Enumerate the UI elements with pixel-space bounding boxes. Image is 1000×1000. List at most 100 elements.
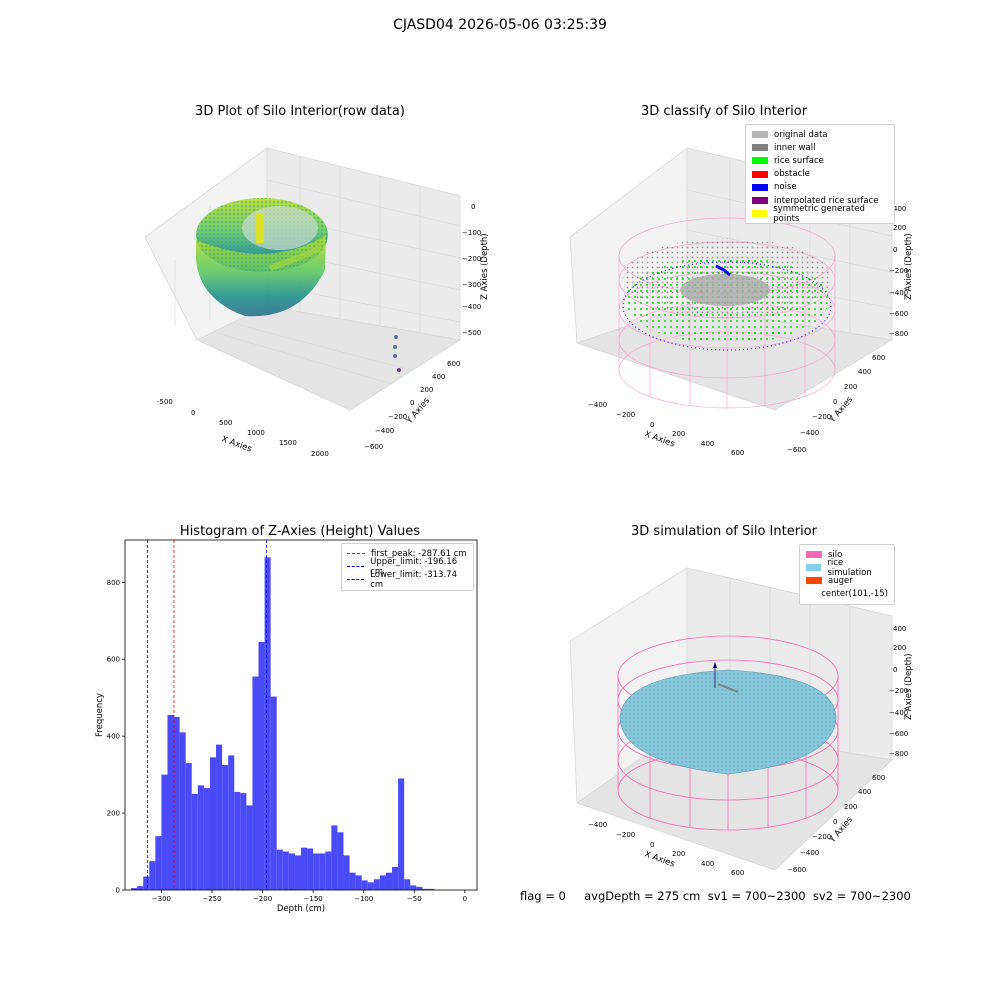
legend-label: Lower_limit: -313.74 cm: [370, 569, 457, 590]
histogram-bar: [337, 832, 344, 890]
classify-ztick: 200: [893, 224, 906, 232]
legend-label: obstacle: [774, 169, 810, 180]
histogram-bar: [270, 696, 277, 890]
raw-xtick: 2000: [311, 450, 329, 458]
histogram-bar: [167, 715, 174, 890]
legend-item-obstacle: obstacle: [752, 168, 888, 181]
legend-item-original-data: original data: [752, 128, 888, 141]
histogram-bar: [307, 848, 314, 890]
classify-ytick: −600: [787, 446, 806, 454]
simulation-ylabel: Y Axies: [827, 815, 855, 846]
legend-item-lower-limit: Lower_limit: -313.74 cm: [347, 570, 468, 590]
histogram-xtick-label: 0: [463, 895, 467, 903]
simulation-ztick: −600: [889, 730, 908, 738]
classify-legend: original data inner wall rice surface ob…: [745, 124, 895, 225]
raw-ytick: 600: [447, 360, 460, 368]
histogram-xtick-label: −50: [407, 895, 422, 903]
histogram-ytick-label: 400: [107, 733, 120, 741]
legend-item-noise: noise: [752, 181, 888, 194]
classify-ytick: 400: [858, 368, 871, 376]
histogram-bar: [216, 744, 223, 890]
classify-ytick: −400: [800, 429, 819, 437]
histogram-bar: [349, 872, 356, 890]
legend-label: rice simulation: [827, 557, 872, 578]
histogram-ytick-label: 800: [107, 579, 120, 587]
classify-3d-plot: −400 −200 0 200 400 600 600 400 200 0 −2…: [569, 147, 914, 457]
legend-swatch: [806, 551, 822, 559]
histogram-chart: −300 −250 −200 −150 −100 −50 0 0 200 400 600 800 De…: [95, 539, 478, 914]
simulation-xtick: −400: [588, 821, 607, 829]
simulation-ztick: −200: [889, 687, 908, 695]
histogram-bar: [282, 851, 289, 890]
histogram-ytick-label: 200: [107, 810, 120, 818]
simulation-panel-title: 3D simulation of Silo Interior: [631, 524, 817, 539]
classify-xtick: 600: [731, 449, 744, 457]
raw-xtick: 1000: [247, 429, 265, 437]
histogram-bar: [143, 876, 150, 890]
classify-ztick: −600: [889, 310, 908, 318]
histogram-xtick-label: −200: [253, 895, 272, 903]
legend-item-silo: silo: [806, 548, 888, 561]
histogram-bar: [252, 676, 259, 890]
simulation-ytick: 0: [833, 818, 837, 826]
raw-ylabel: Y Axies: [404, 396, 432, 427]
legend-label: first_peak: -287.61 cm: [371, 548, 467, 559]
rice-simulation-surface: [619, 662, 837, 775]
histogram-bar: [385, 872, 393, 890]
histogram-bar: [422, 888, 429, 890]
classify-point-cloud: [622, 238, 832, 351]
legend-swatch: [752, 157, 768, 165]
histogram-bar: [301, 847, 308, 890]
legend-label: interpolated rice surface: [774, 195, 879, 206]
simulation-ytick: −600: [787, 866, 806, 874]
histogram-bar: [294, 855, 301, 890]
simulation-ytick: −200: [812, 833, 831, 841]
simulation-ytick: 400: [858, 788, 871, 796]
histogram-xtick-label: −250: [202, 895, 221, 903]
histogram-xtick-label: −150: [304, 895, 323, 903]
histogram-bar: [379, 875, 386, 890]
histogram-bar: [361, 880, 368, 890]
legend-swatch: [752, 144, 768, 152]
histogram-legend: first_peak: -287.61 cm Upper_limit: -196…: [341, 543, 474, 591]
figure-title: CJASD04 2026-05-06 03:25:39: [393, 17, 607, 33]
raw-ytick: 400: [432, 373, 445, 381]
raw-xtick: -500: [157, 398, 173, 406]
legend-line: [347, 553, 365, 555]
histogram-bar: [373, 879, 380, 890]
classify-ytick: 200: [844, 383, 857, 391]
legend-line: [347, 566, 365, 568]
classify-ylabel: Y Axies: [827, 395, 855, 426]
legend-swatch: [806, 591, 815, 598]
histogram-bar: [131, 888, 138, 890]
legend-line: [347, 579, 365, 581]
classify-zlabel: Z Axies (Depth): [904, 233, 914, 300]
histogram-bar: [410, 885, 417, 890]
histogram-bar: [191, 793, 198, 890]
classify-ztick: −400: [889, 289, 908, 297]
histogram-bar: [155, 836, 162, 890]
legend-item-first-peak: first_peak: -287.61 cm: [347, 547, 468, 560]
legend-swatch: [752, 170, 768, 178]
legend-label: center(101,-15): [821, 589, 888, 600]
legend-swatch: [752, 183, 768, 191]
legend-swatch: [806, 577, 822, 585]
legend-swatch: [752, 210, 768, 218]
legend-item-upper-limit: Upper_limit: -196.16 cm: [347, 557, 468, 577]
raw-ytick: 0: [410, 399, 414, 407]
classify-ytick: −200: [812, 413, 831, 421]
simulation-ztick: −400: [889, 709, 908, 717]
legend-label: symmetric generated points: [773, 203, 865, 224]
simulation-ztick: −800: [889, 750, 908, 758]
histogram-bar: [331, 825, 338, 890]
legend-item-interpolated: interpolated rice surface: [752, 194, 888, 207]
classify-xtick: −400: [588, 401, 607, 409]
classify-ztick: 400: [893, 205, 906, 213]
simulation-xtick: −200: [616, 831, 635, 839]
histogram-bar: [392, 866, 399, 890]
histogram-bar: [404, 879, 411, 890]
raw-ytick: 200: [420, 386, 433, 394]
histogram-bar: [179, 732, 186, 890]
legend-swatch: [752, 131, 768, 139]
histogram-bar: [173, 716, 180, 890]
